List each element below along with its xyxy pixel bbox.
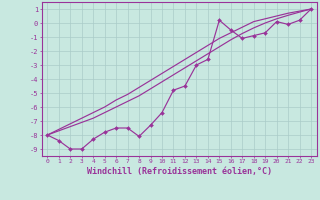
X-axis label: Windchill (Refroidissement éolien,°C): Windchill (Refroidissement éolien,°C): [87, 167, 272, 176]
